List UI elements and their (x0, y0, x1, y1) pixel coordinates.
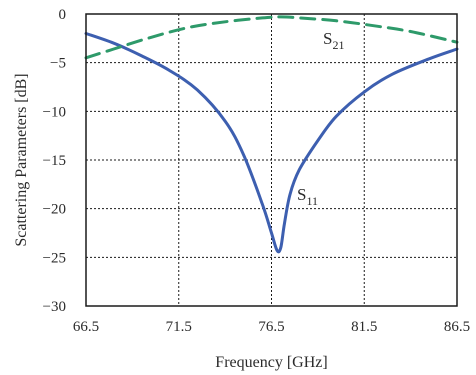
s11-label: S11 (297, 185, 318, 208)
x-tick-label: 76.5 (258, 319, 284, 335)
y-axis-title: Scattering Parameters [dB] (13, 73, 30, 246)
x-tick-label: 81.5 (351, 319, 377, 335)
y-tick-label: 0 (59, 7, 67, 23)
x-tick-label: 66.5 (73, 319, 99, 335)
x-tick-label: 86.5 (444, 319, 470, 335)
tick-labels: 0 −5 −10 −15 −20 −25 −30 66.5 71.5 76.5 81.5 86.5 (43, 7, 471, 335)
x-axis-title: Frequency [GHz] (215, 354, 327, 371)
s11-line (84, 32, 459, 254)
plot-frame (85, 13, 458, 307)
y-tick-label: −15 (43, 153, 66, 169)
s21-label: S21 (323, 29, 344, 52)
grid-lines (86, 14, 457, 306)
y-tick-label: −30 (43, 299, 66, 315)
y-tick-label: −5 (50, 56, 66, 72)
y-tick-label: −25 (43, 250, 66, 266)
y-tick-label: −20 (43, 202, 66, 218)
s21-line (84, 15, 459, 60)
x-tick-label: 71.5 (166, 319, 192, 335)
series-labels: S11 S21 (297, 29, 344, 208)
y-tick-label: −10 (43, 104, 66, 120)
series-lines (84, 15, 459, 254)
